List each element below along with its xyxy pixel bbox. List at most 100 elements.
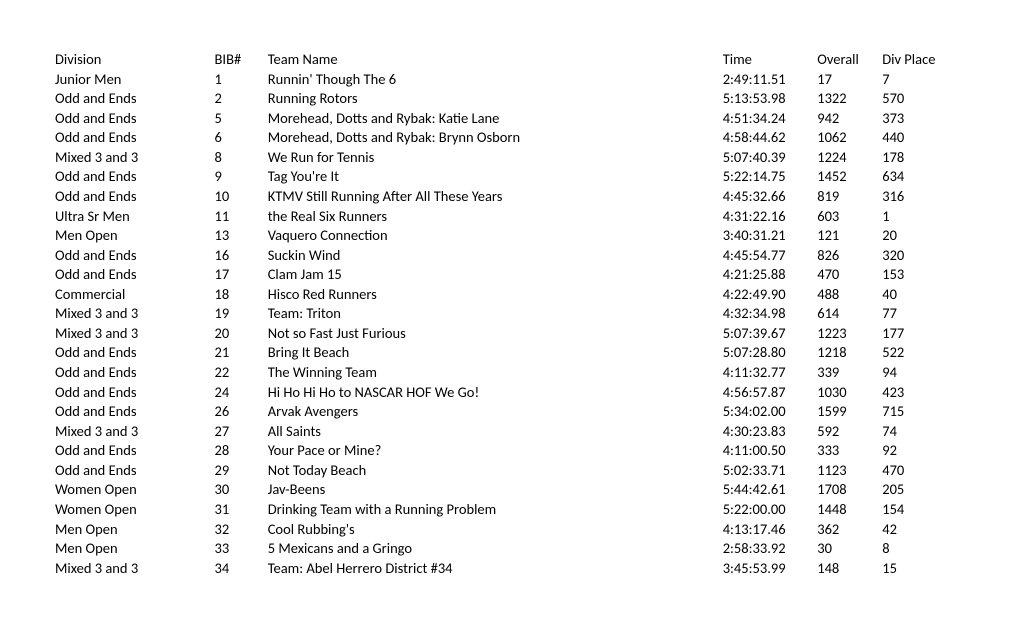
cell-overall: 333 <box>817 441 882 461</box>
cell-bib: 8 <box>215 148 268 168</box>
cell-time: 5:13:53.98 <box>723 89 818 109</box>
cell-division: Mixed 3 and 3 <box>55 559 215 579</box>
cell-bib: 26 <box>215 402 268 422</box>
cell-overall: 470 <box>817 265 882 285</box>
cell-bib: 22 <box>215 363 268 383</box>
cell-team: Jav-Beens <box>268 480 723 500</box>
cell-time: 5:22:14.75 <box>723 167 818 187</box>
table-row: Mixed 3 and 320Not so Fast Just Furious5… <box>55 324 965 344</box>
cell-bib: 28 <box>215 441 268 461</box>
cell-team: Team: Abel Herrero District #34 <box>268 559 723 579</box>
cell-time: 2:58:33.92 <box>723 539 818 559</box>
cell-overall: 603 <box>817 207 882 227</box>
cell-team: Bring It Beach <box>268 343 723 363</box>
cell-bib: 31 <box>215 500 268 520</box>
cell-team: Not so Fast Just Furious <box>268 324 723 344</box>
cell-division: Odd and Ends <box>55 363 215 383</box>
cell-overall: 1452 <box>817 167 882 187</box>
cell-bib: 33 <box>215 539 268 559</box>
table-row: Odd and Ends21Bring It Beach5:07:28.8012… <box>55 343 965 363</box>
cell-time: 4:30:23.83 <box>723 422 818 442</box>
table-row: Odd and Ends26Arvak Avengers5:34:02.0015… <box>55 402 965 422</box>
cell-team: Cool Rubbing's <box>268 520 723 540</box>
cell-team: Hisco Red Runners <box>268 285 723 305</box>
cell-overall: 488 <box>817 285 882 305</box>
cell-overall: 1224 <box>817 148 882 168</box>
cell-bib: 9 <box>215 167 268 187</box>
cell-division: Odd and Ends <box>55 128 215 148</box>
cell-division: Mixed 3 and 3 <box>55 148 215 168</box>
cell-bib: 34 <box>215 559 268 579</box>
cell-team: Not Today Beach <box>268 461 723 481</box>
cell-divplace: 205 <box>882 480 965 500</box>
table-row: Odd and Ends17Clam Jam 154:21:25.8847015… <box>55 265 965 285</box>
cell-divplace: 92 <box>882 441 965 461</box>
cell-bib: 1 <box>215 70 268 90</box>
cell-team: Tag You're It <box>268 167 723 187</box>
cell-division: Odd and Ends <box>55 343 215 363</box>
cell-team: the Real Six Runners <box>268 207 723 227</box>
cell-team: Runnin' Though The 6 <box>268 70 723 90</box>
cell-division: Commercial <box>55 285 215 305</box>
header-row: Division BIB# Team Name Time Overall Div… <box>55 50 965 70</box>
cell-bib: 20 <box>215 324 268 344</box>
cell-overall: 339 <box>817 363 882 383</box>
cell-bib: 6 <box>215 128 268 148</box>
cell-team: Hi Ho Hi Ho to NASCAR HOF We Go! <box>268 383 723 403</box>
cell-divplace: 470 <box>882 461 965 481</box>
cell-bib: 2 <box>215 89 268 109</box>
cell-time: 4:11:32.77 <box>723 363 818 383</box>
cell-time: 5:34:02.00 <box>723 402 818 422</box>
cell-time: 4:31:22.16 <box>723 207 818 227</box>
cell-overall: 942 <box>817 109 882 129</box>
cell-overall: 819 <box>817 187 882 207</box>
cell-overall: 826 <box>817 246 882 266</box>
table-row: Men Open335 Mexicans and a Gringo2:58:33… <box>55 539 965 559</box>
cell-divplace: 7 <box>882 70 965 90</box>
cell-division: Odd and Ends <box>55 187 215 207</box>
table-row: Odd and Ends24Hi Ho Hi Ho to NASCAR HOF … <box>55 383 965 403</box>
cell-bib: 19 <box>215 304 268 324</box>
table-row: Odd and Ends29Not Today Beach5:02:33.711… <box>55 461 965 481</box>
cell-divplace: 15 <box>882 559 965 579</box>
table-row: Commercial18Hisco Red Runners4:22:49.904… <box>55 285 965 305</box>
table-row: Odd and Ends5Morehead, Dotts and Rybak: … <box>55 109 965 129</box>
cell-overall: 1708 <box>817 480 882 500</box>
cell-time: 5:44:42.61 <box>723 480 818 500</box>
cell-divplace: 154 <box>882 500 965 520</box>
cell-division: Odd and Ends <box>55 109 215 129</box>
cell-overall: 1123 <box>817 461 882 481</box>
cell-team: Vaquero Connection <box>268 226 723 246</box>
cell-division: Junior Men <box>55 70 215 90</box>
cell-overall: 614 <box>817 304 882 324</box>
cell-divplace: 77 <box>882 304 965 324</box>
cell-divplace: 153 <box>882 265 965 285</box>
cell-team: Arvak Avengers <box>268 402 723 422</box>
cell-divplace: 423 <box>882 383 965 403</box>
cell-overall: 1030 <box>817 383 882 403</box>
cell-time: 5:07:40.39 <box>723 148 818 168</box>
cell-overall: 1322 <box>817 89 882 109</box>
cell-overall: 592 <box>817 422 882 442</box>
cell-divplace: 8 <box>882 539 965 559</box>
cell-bib: 16 <box>215 246 268 266</box>
table-row: Women Open31Drinking Team with a Running… <box>55 500 965 520</box>
cell-division: Women Open <box>55 500 215 520</box>
cell-team: We Run for Tennis <box>268 148 723 168</box>
header-divplace: Div Place <box>882 50 965 70</box>
cell-bib: 10 <box>215 187 268 207</box>
cell-team: Your Pace or Mine? <box>268 441 723 461</box>
table-row: Odd and Ends2Running Rotors5:13:53.98132… <box>55 89 965 109</box>
cell-team: The Winning Team <box>268 363 723 383</box>
table-row: Odd and Ends22The Winning Team4:11:32.77… <box>55 363 965 383</box>
cell-bib: 30 <box>215 480 268 500</box>
table-row: Odd and Ends28Your Pace or Mine?4:11:00.… <box>55 441 965 461</box>
cell-time: 4:45:32.66 <box>723 187 818 207</box>
cell-division: Odd and Ends <box>55 89 215 109</box>
table-row: Mixed 3 and 319Team: Triton4:32:34.98614… <box>55 304 965 324</box>
table-row: Mixed 3 and 38We Run for Tennis5:07:40.3… <box>55 148 965 168</box>
cell-time: 5:02:33.71 <box>723 461 818 481</box>
cell-division: Odd and Ends <box>55 402 215 422</box>
cell-team: Team: Triton <box>268 304 723 324</box>
header-overall: Overall <box>817 50 882 70</box>
